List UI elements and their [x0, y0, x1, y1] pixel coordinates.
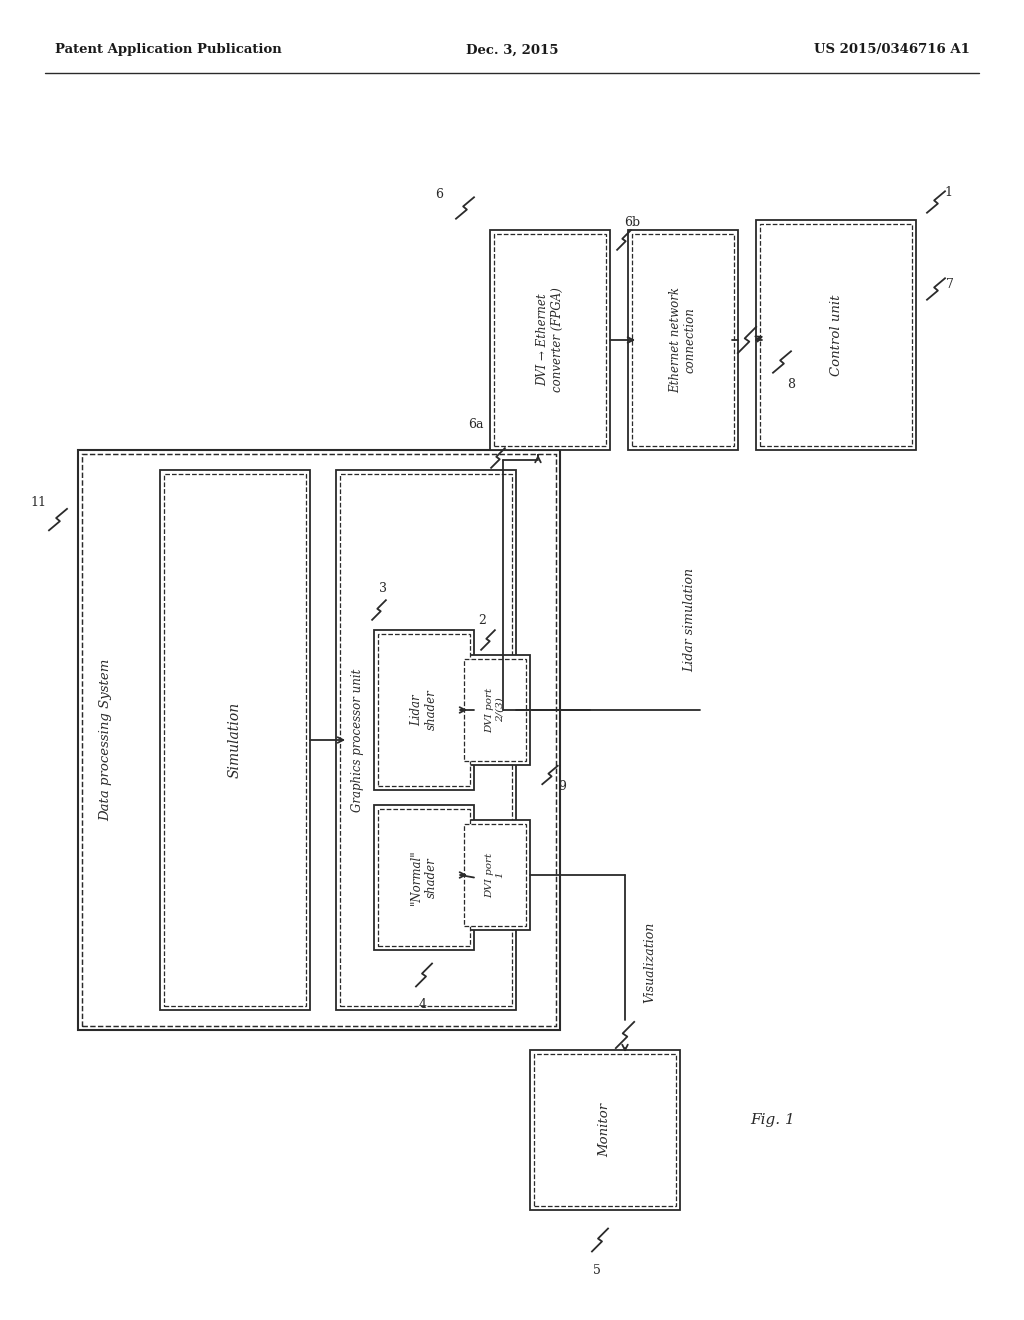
Text: Dec. 3, 2015: Dec. 3, 2015 [466, 44, 558, 57]
Text: Graphics processor unit: Graphics processor unit [351, 668, 365, 812]
Bar [632, 234, 734, 446]
Bar [460, 820, 530, 931]
Text: Fig. 1: Fig. 1 [750, 1113, 795, 1127]
Bar [464, 659, 526, 762]
Bar [460, 655, 530, 766]
Text: DVI port
2/(3): DVI port 2/(3) [485, 688, 505, 733]
Text: 1: 1 [944, 186, 952, 198]
Text: DVI port
1: DVI port 1 [485, 853, 505, 898]
Bar [78, 450, 560, 1030]
Text: 8: 8 [787, 379, 795, 392]
Text: Visualization: Visualization [643, 921, 656, 1003]
Text: 9: 9 [558, 780, 566, 793]
Bar [374, 630, 474, 789]
Text: Control unit: Control unit [829, 294, 843, 376]
Text: 3: 3 [379, 582, 387, 594]
Bar [160, 470, 310, 1010]
Text: Lidar
shader: Lidar shader [410, 689, 438, 730]
Bar [374, 805, 474, 950]
Bar [494, 234, 606, 446]
Text: Patent Application Publication: Patent Application Publication [55, 44, 282, 57]
Bar [534, 1053, 676, 1206]
Bar [164, 474, 306, 1006]
Bar [756, 220, 916, 450]
Text: Simulation: Simulation [228, 702, 242, 777]
Text: 4: 4 [419, 998, 427, 1011]
Text: "Normal"
shader: "Normal" shader [410, 850, 438, 906]
Text: 6a: 6a [468, 418, 483, 432]
Bar [82, 454, 556, 1026]
Bar [628, 230, 738, 450]
Bar [378, 634, 470, 785]
Bar [340, 474, 512, 1006]
Text: DVI → Ethernet
converter (FPGA): DVI → Ethernet converter (FPGA) [536, 288, 564, 392]
Text: Data processing System: Data processing System [99, 659, 113, 821]
Text: 7: 7 [946, 279, 954, 290]
Text: 6b: 6b [624, 215, 640, 228]
Bar [760, 224, 912, 446]
Bar [336, 470, 516, 1010]
Text: 6: 6 [435, 189, 443, 202]
Bar [464, 824, 526, 927]
Text: 2: 2 [478, 614, 485, 627]
Bar [490, 230, 610, 450]
Bar [378, 809, 470, 946]
Text: US 2015/0346716 A1: US 2015/0346716 A1 [814, 44, 970, 57]
Text: 11: 11 [30, 496, 46, 508]
Text: Lidar simulation: Lidar simulation [683, 568, 696, 672]
Text: 5: 5 [593, 1263, 601, 1276]
Text: Ethernet network
connection: Ethernet network connection [669, 286, 697, 393]
Bar [530, 1049, 680, 1210]
Text: Monitor: Monitor [598, 1104, 611, 1158]
